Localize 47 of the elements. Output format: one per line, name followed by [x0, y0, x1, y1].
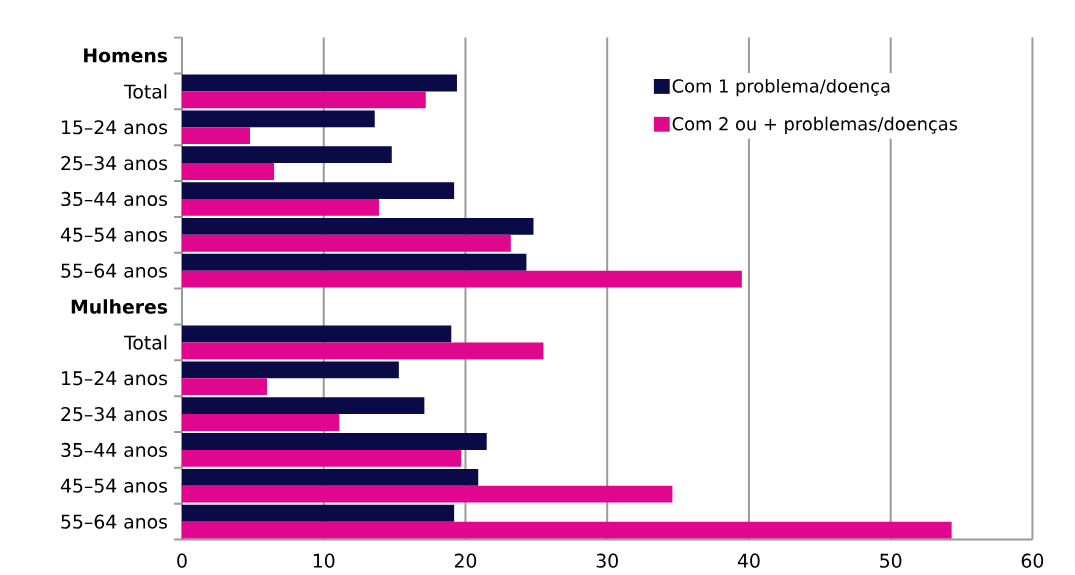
- bar: [181, 413, 340, 431]
- y-tick-label: Mulheres: [71, 299, 168, 314]
- y-tick-label: 15–24 anos: [62, 120, 168, 135]
- bar: [181, 163, 275, 180]
- bar: [181, 146, 392, 164]
- bar: [181, 504, 455, 522]
- x-tick-label: 10: [313, 553, 335, 568]
- bar: [181, 325, 452, 343]
- bar: [181, 342, 544, 360]
- bar: [181, 449, 462, 467]
- y-tick-label: 55–64 anos: [61, 263, 168, 278]
- x-tick-label: 20: [454, 553, 477, 568]
- bar: [181, 270, 742, 288]
- legend-label: Com 1 problema/doença: [672, 78, 890, 97]
- x-tick-label: 30: [596, 553, 618, 568]
- bar: [181, 110, 375, 128]
- y-tick-label: Total: [124, 84, 167, 99]
- y-tick-label: 35–44 anos: [61, 191, 168, 206]
- y-tick-label: 25–34 anos: [61, 406, 168, 422]
- bar: [181, 217, 534, 235]
- legend-label: Com 2 ou + problemas/doenças: [672, 116, 958, 134]
- bar: [181, 253, 527, 271]
- y-tick-label: 25–34 anos: [61, 155, 168, 171]
- x-tick-label: 50: [880, 553, 902, 568]
- x-tick-label: 40: [737, 553, 760, 568]
- bar: [181, 182, 455, 199]
- bar: [181, 234, 511, 252]
- bar: [181, 74, 457, 92]
- y-tick-label: 45–54 anos: [60, 227, 168, 242]
- y-tick-label: Homens: [84, 48, 168, 63]
- bar: [181, 468, 479, 486]
- bar: [181, 361, 399, 379]
- bar: [181, 485, 673, 503]
- bar: [181, 433, 487, 450]
- bar: [181, 521, 952, 539]
- y-tick-label: Total: [124, 335, 167, 350]
- bar: [181, 198, 379, 216]
- bar: [181, 127, 251, 144]
- y-tick-label: 15–24 anos: [62, 371, 168, 386]
- y-tick-label: 55–64 anos: [61, 514, 168, 529]
- bar: [181, 397, 425, 414]
- bar: [181, 91, 426, 109]
- x-tick-label: 60: [1021, 553, 1044, 568]
- y-tick-label: 35–44 anos: [61, 442, 168, 457]
- bar: [181, 378, 268, 395]
- y-tick-label: 45–54 anos: [60, 478, 168, 493]
- x-tick-label: 0: [177, 553, 187, 568]
